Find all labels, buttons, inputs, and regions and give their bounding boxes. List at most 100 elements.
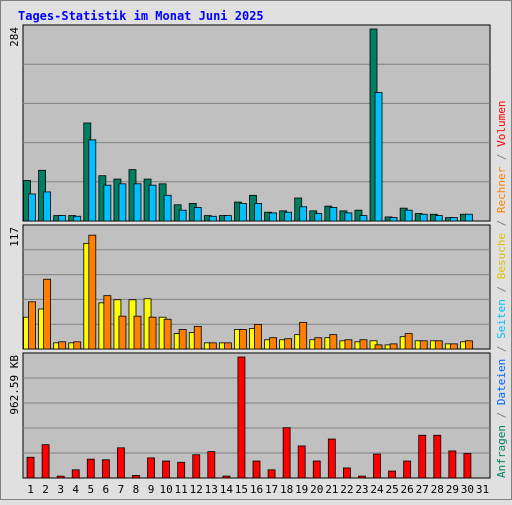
x-tick-label: 4 [72, 483, 79, 496]
x-tick-label: 7 [118, 483, 125, 496]
bar-rechner-8 [133, 315, 142, 350]
x-tick-label: 31 [476, 483, 489, 496]
bar-volumen-10 [162, 460, 171, 479]
bar-volumen-2 [41, 444, 50, 479]
right-legend: Anfragen / Dateien / Seiten / Besuche / … [495, 100, 508, 478]
bar-volumen-22 [342, 467, 351, 479]
bar-dateien-23 [359, 215, 368, 222]
bar-volumen-11 [177, 461, 186, 479]
bar-dateien-26 [404, 209, 413, 222]
bar-volumen-1 [26, 456, 35, 479]
bar-volumen-15 [237, 356, 246, 479]
bar-dateien-18 [284, 211, 293, 222]
bar-rechner-4 [73, 341, 82, 350]
bar-volumen-30 [463, 453, 472, 479]
bar-rechner-24 [374, 344, 383, 350]
bar-dateien-11 [178, 209, 187, 222]
x-tick-label: 19 [295, 483, 308, 496]
legend-item-separator: / [495, 220, 508, 233]
x-tick-label: 27 [416, 483, 429, 496]
panel-middle [22, 224, 491, 350]
bar-volumen-20 [312, 460, 321, 479]
x-tick-label: 2 [42, 483, 49, 496]
legend-item-separator: / [495, 412, 508, 425]
x-tick-label: 15 [235, 483, 248, 496]
bar-volumen-12 [192, 454, 201, 479]
bar-volumen-24 [373, 453, 381, 479]
bar-rechner-22 [344, 339, 353, 350]
bar-dateien-6 [103, 184, 112, 222]
x-tick-label: 14 [220, 483, 234, 496]
x-tick-label: 22 [340, 483, 353, 496]
x-tick-label: 28 [431, 483, 444, 496]
bar-dateien-30 [465, 213, 473, 222]
chart-title: Tages-Statistik im Monat Juni 2025 [18, 9, 264, 23]
bar-rechner-5 [88, 234, 97, 350]
bar-volumen-14 [222, 475, 231, 479]
bar-rechner-19 [299, 321, 308, 350]
bar-rechner-28 [434, 340, 443, 350]
bar-dateien-27 [419, 213, 428, 222]
bar-rechner-13 [208, 342, 217, 350]
x-tick-label: 11 [175, 483, 188, 496]
legend-item-rechner: Rechner [495, 166, 508, 219]
bar-rechner-17 [269, 337, 277, 350]
x-tick-label: 17 [265, 483, 278, 496]
bar-rechner-26 [404, 333, 413, 350]
x-tick-label: 18 [280, 483, 293, 496]
x-tick-label: 21 [325, 483, 338, 496]
bar-rechner-7 [118, 315, 127, 350]
x-tick-label: 1 [27, 483, 34, 496]
bar-rechner-30 [465, 340, 473, 350]
x-tick-label: 29 [446, 483, 459, 496]
bar-dateien-8 [133, 183, 142, 222]
bar-rechner-27 [419, 340, 428, 350]
bar-dateien-28 [434, 215, 443, 222]
bar-rechner-11 [178, 329, 187, 350]
legend-item-besuche: Besuche [495, 233, 508, 286]
legend-item-anfragen: Anfragen [495, 425, 508, 478]
bar-volumen-4 [71, 469, 80, 479]
bar-dateien-2 [43, 191, 51, 222]
x-tick-label: 8 [133, 483, 140, 496]
bar-rechner-3 [58, 341, 67, 350]
bar-volumen-19 [297, 445, 306, 479]
bar-rechner-6 [103, 295, 112, 350]
legend-item-dateien: Dateien [495, 359, 508, 412]
legend-item-volumen: Volumen [495, 100, 508, 153]
bar-rechner-18 [284, 338, 293, 350]
bar-rechner-21 [329, 334, 338, 350]
bar-volumen-25 [388, 470, 396, 479]
bar-rechner-23 [359, 339, 368, 350]
bar-rechner-10 [163, 318, 172, 350]
bar-volumen-17 [267, 469, 276, 479]
x-tick-label: 20 [310, 483, 323, 496]
bar-dateien-16 [254, 203, 262, 222]
bar-rechner-15 [239, 329, 247, 350]
bar-volumen-8 [132, 475, 140, 479]
x-tick-label: 25 [385, 483, 398, 496]
bar-dateien-10 [163, 194, 172, 222]
plot-area-bottom [22, 352, 491, 479]
bar-volumen-18 [282, 427, 291, 479]
bar-dateien-1 [28, 193, 36, 222]
bar-volumen-27 [418, 434, 427, 479]
legend-item-separator: / [495, 346, 508, 359]
bar-volumen-3 [56, 475, 65, 479]
bar-rechner-20 [314, 337, 323, 350]
bar-dateien-9 [148, 184, 157, 222]
x-tick-label: 30 [461, 483, 474, 496]
x-tick-label: 26 [401, 483, 414, 496]
bar-dateien-20 [314, 213, 323, 222]
bar-volumen-7 [117, 447, 125, 479]
bar-dateien-29 [449, 217, 458, 222]
bar-volumen-6 [101, 459, 110, 479]
bar-volumen-13 [207, 451, 216, 479]
bar-volumen-26 [403, 460, 412, 479]
x-tick-label: 6 [103, 483, 110, 496]
legend-item-seiten: Seiten [495, 299, 508, 345]
bar-dateien-15 [239, 203, 247, 222]
x-tick-label: 12 [190, 483, 203, 496]
bar-dateien-24 [374, 92, 383, 222]
